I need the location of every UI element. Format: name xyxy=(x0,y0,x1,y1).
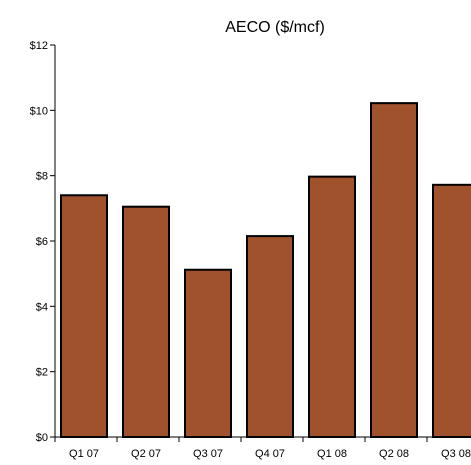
bar-q2-08 xyxy=(370,102,418,438)
x-tick-label: Q1 07 xyxy=(69,448,99,460)
y-tick-label: $10 xyxy=(30,105,48,117)
bar-q2-07 xyxy=(122,205,170,438)
x-tick-label: Q2 08 xyxy=(379,448,409,460)
bar-q4-07 xyxy=(246,235,294,438)
x-tick-label: Q3 07 xyxy=(193,448,223,460)
y-tick-label: $0 xyxy=(36,432,48,444)
bar-q1-08 xyxy=(308,175,356,438)
x-tick-label: Q1 08 xyxy=(317,448,347,460)
y-tick-label: $2 xyxy=(36,367,48,379)
chart-title: AECO ($/mcf) xyxy=(225,19,325,36)
bar-q3-08 xyxy=(432,183,471,438)
x-tick-label: Q2 07 xyxy=(131,448,161,460)
x-tick-label: Q4 07 xyxy=(255,448,285,460)
x-axis-labels: Q1 07 Q2 07 Q3 07 Q4 07 Q1 08 Q2 08 Q3 08 xyxy=(54,437,471,460)
y-tick-label: $4 xyxy=(36,301,48,313)
x-tick-label: Q3 08 xyxy=(441,448,471,460)
bar-q3-07 xyxy=(184,268,232,438)
y-tick-label: $8 xyxy=(36,171,48,183)
bars xyxy=(60,102,471,438)
y-tick-label: $12 xyxy=(30,40,48,52)
y-axis-ticks: $0 $2 $4 $6 $8 $10 $12 xyxy=(30,40,55,444)
y-tick-label: $6 xyxy=(36,236,48,248)
bar-q1-07 xyxy=(60,194,108,438)
